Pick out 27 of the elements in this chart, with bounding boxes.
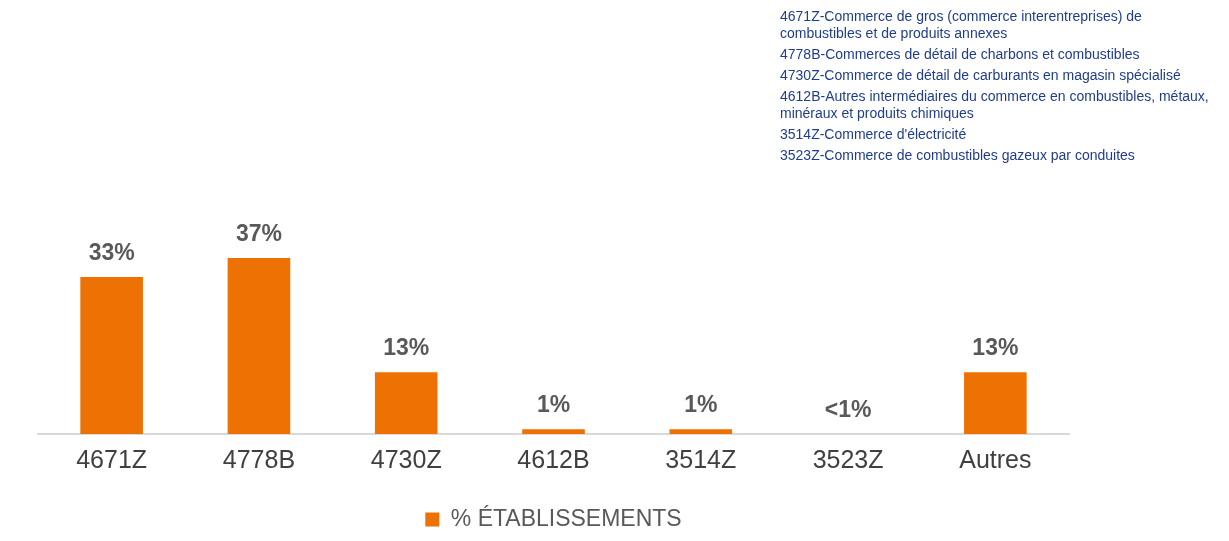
- x-tick-label: 3523Z: [812, 444, 884, 473]
- text: 4671Z-Commerce de gros (commerce interentreprises) de combustibles et de produits annexes: [780, 8, 1143, 42]
- text: 4730Z-Commerce de détail de carburants en magasin spécialisé: [780, 67, 1182, 84]
- bar: [522, 429, 585, 434]
- data-label: 13%: [972, 334, 1019, 361]
- data-label: 1%: [536, 391, 571, 418]
- x-tick-label: 4612B: [517, 444, 590, 473]
- data-label: 37%: [235, 219, 282, 246]
- text: 3523Z-Commerce de combustibles gazeux par conduites: [780, 147, 1136, 164]
- legend-label: % ÉTABLISSEMENTS: [450, 504, 682, 531]
- bar: [669, 429, 733, 434]
- text: 4612B-Autres intermédiaires du commerce en combustibles, métaux, minéraux et produits chimiques: [780, 88, 1210, 122]
- data-label: <1%: [824, 395, 872, 422]
- bar: [227, 258, 291, 434]
- text: 3514Z-Commerce d'électricité: [780, 126, 968, 143]
- bar: [80, 277, 143, 434]
- text: 4778B-Commerces de détail de charbons et combustibles: [780, 46, 1141, 63]
- x-tick-label: 4778B: [222, 444, 296, 473]
- x-tick-label: Autres: [959, 444, 1032, 473]
- x-tick-label: 4730Z: [370, 444, 442, 473]
- data-label: 33%: [88, 238, 135, 265]
- bar: [374, 372, 438, 434]
- x-tick-label: 3514Z: [665, 444, 737, 473]
- data-label: 13%: [383, 334, 430, 361]
- x-tick-label: 4671Z: [76, 444, 148, 473]
- bar: [964, 372, 1027, 434]
- data-label: 1%: [684, 391, 718, 418]
